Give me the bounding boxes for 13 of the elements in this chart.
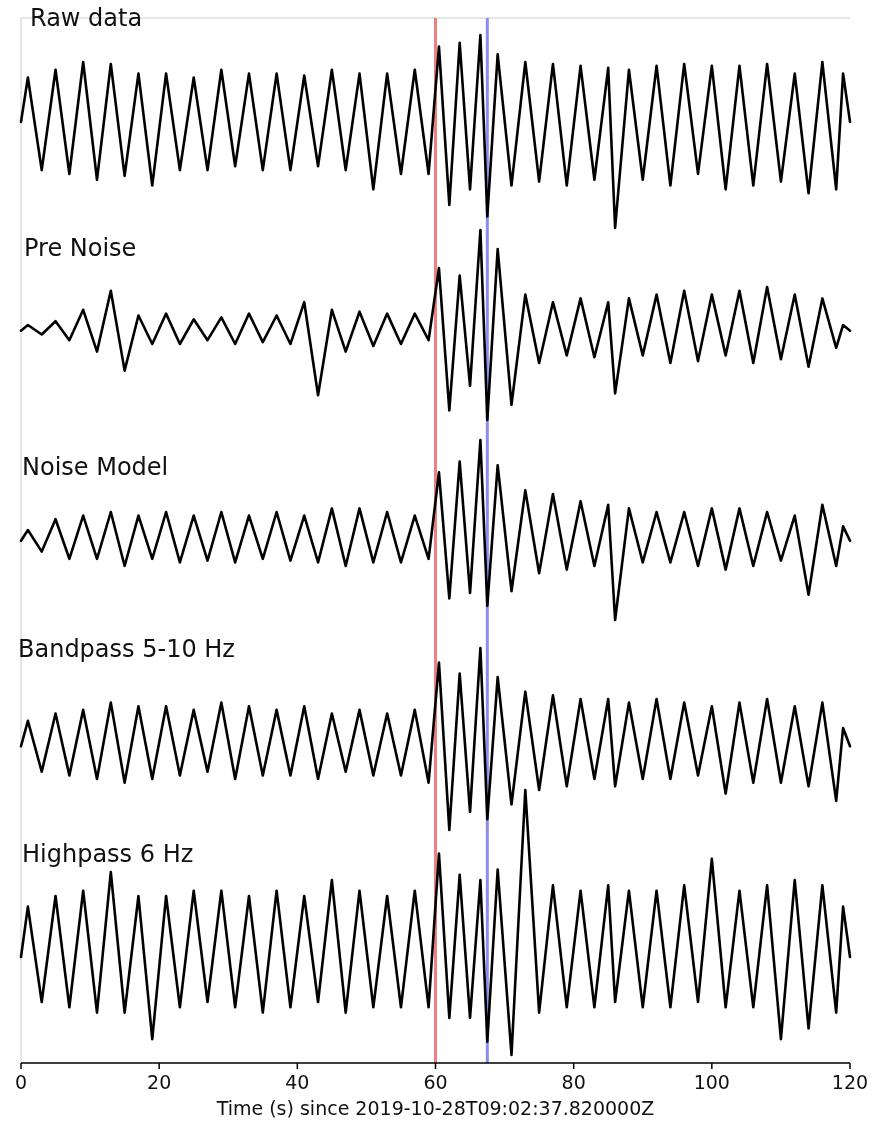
x-axis-title: Time (s) since 2019-10-28T09:02:37.820000Z	[215, 1097, 655, 1119]
chart-title: Pre Noise	[24, 234, 137, 262]
chart-title: Raw data	[30, 4, 143, 32]
text: Highpass 6 Hz	[22, 840, 194, 868]
x-tick-label: 120	[831, 1071, 869, 1093]
x-tick-label: 80	[561, 1071, 586, 1093]
x-tick-label: 60	[423, 1071, 448, 1093]
chart-title: Bandpass 5-10 Hz	[18, 635, 235, 663]
x-tick-label: 40	[285, 1071, 310, 1093]
text: Noise Model	[22, 453, 169, 481]
x-tick-label: 0	[14, 1071, 28, 1093]
x-tick-label: 20	[147, 1071, 172, 1093]
x-tick-label: 100	[693, 1071, 730, 1093]
